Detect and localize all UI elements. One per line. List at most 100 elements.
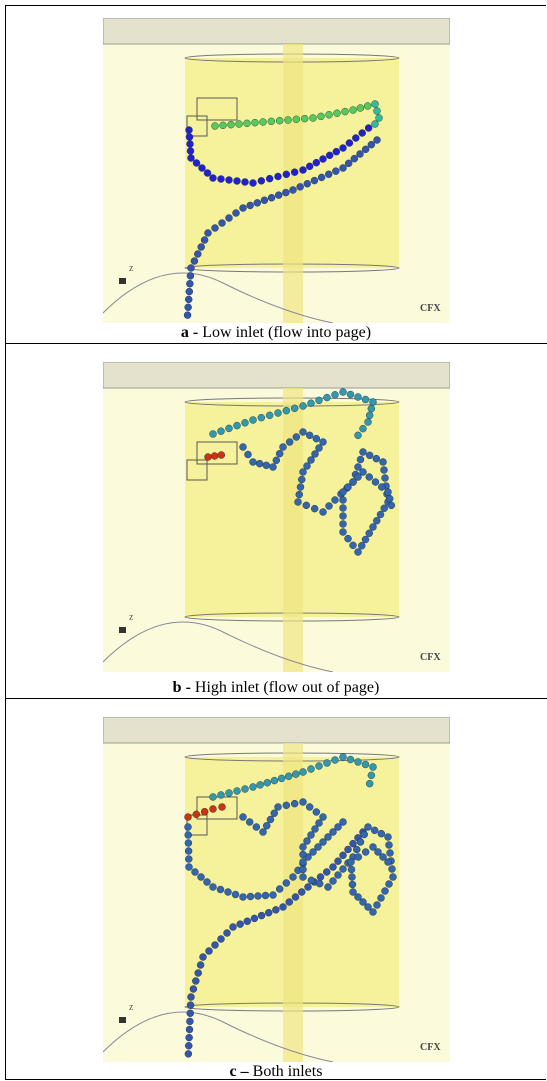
particle <box>254 892 262 900</box>
particle <box>369 908 377 916</box>
axis-icon <box>119 627 126 633</box>
particle <box>192 977 200 985</box>
particle <box>185 295 193 304</box>
row-separator <box>5 698 547 699</box>
particle <box>353 845 361 854</box>
particle <box>373 901 381 909</box>
particle <box>344 483 352 491</box>
particle <box>272 456 281 465</box>
particle <box>183 311 192 319</box>
particle <box>185 1025 194 1034</box>
particle <box>369 763 377 771</box>
particle <box>274 409 282 417</box>
particle <box>339 504 347 512</box>
particle <box>334 823 342 831</box>
particle <box>246 892 255 901</box>
particle <box>319 438 327 446</box>
particle <box>235 120 243 128</box>
particle <box>269 463 277 471</box>
panel-image: Z CFX <box>103 18 450 323</box>
particle <box>225 424 233 433</box>
particle <box>341 107 349 116</box>
particle <box>299 768 307 776</box>
particle <box>211 224 219 232</box>
particle <box>261 891 270 900</box>
particle <box>282 170 291 179</box>
particle <box>292 770 300 778</box>
particle <box>339 496 347 504</box>
ground-plane <box>103 362 450 389</box>
particle <box>186 140 194 148</box>
particle <box>377 829 386 838</box>
particle <box>354 463 362 471</box>
particle <box>364 823 372 831</box>
particle <box>265 174 274 183</box>
particle <box>332 167 340 175</box>
particle <box>339 851 347 860</box>
particle <box>269 891 277 899</box>
particle <box>203 878 211 886</box>
particle <box>270 776 279 785</box>
streamline <box>103 1011 334 1062</box>
particle <box>369 843 377 851</box>
particle <box>379 458 387 466</box>
particle <box>344 845 352 854</box>
particle <box>282 188 290 197</box>
particle <box>364 903 372 911</box>
particle <box>282 801 291 810</box>
particle <box>241 785 249 793</box>
particle <box>381 887 389 895</box>
particle <box>250 914 259 923</box>
particle <box>275 449 284 458</box>
particle <box>277 774 286 783</box>
particle <box>205 947 213 955</box>
particle <box>289 186 297 194</box>
particle <box>217 451 226 459</box>
particle <box>292 433 301 441</box>
particle <box>374 848 382 856</box>
pipe <box>283 44 303 323</box>
particle <box>249 179 257 187</box>
particle <box>307 456 315 464</box>
particle <box>184 839 193 847</box>
particle <box>184 813 192 821</box>
particle <box>184 831 192 839</box>
particle <box>389 873 397 881</box>
particle <box>290 168 299 176</box>
particle <box>200 236 209 244</box>
particle <box>310 504 319 513</box>
particle <box>232 209 240 217</box>
particle <box>364 124 373 132</box>
particle <box>218 803 226 811</box>
particle <box>299 166 307 174</box>
particle <box>294 498 302 506</box>
particle <box>329 828 337 836</box>
particle <box>323 759 331 767</box>
particle <box>385 841 393 849</box>
particle <box>231 890 240 899</box>
particle <box>241 178 249 186</box>
particle <box>332 147 341 156</box>
logo: CFX <box>420 1042 441 1053</box>
particle <box>339 865 347 873</box>
axis-label: Z <box>129 265 133 273</box>
particle <box>303 180 311 188</box>
particle <box>373 136 381 144</box>
particle <box>325 502 333 510</box>
axis-label: Z <box>129 614 133 622</box>
particle <box>257 911 266 920</box>
streamline <box>103 272 334 323</box>
particle <box>315 879 324 888</box>
particle <box>315 762 323 770</box>
particle <box>253 199 261 207</box>
particle <box>352 134 360 142</box>
particle <box>356 150 364 158</box>
particle <box>279 443 287 451</box>
particle <box>315 396 323 405</box>
particle <box>291 893 300 901</box>
particle <box>184 823 192 831</box>
particle <box>209 805 217 813</box>
particle <box>358 129 366 137</box>
particle <box>344 159 353 168</box>
streamline <box>103 621 334 672</box>
